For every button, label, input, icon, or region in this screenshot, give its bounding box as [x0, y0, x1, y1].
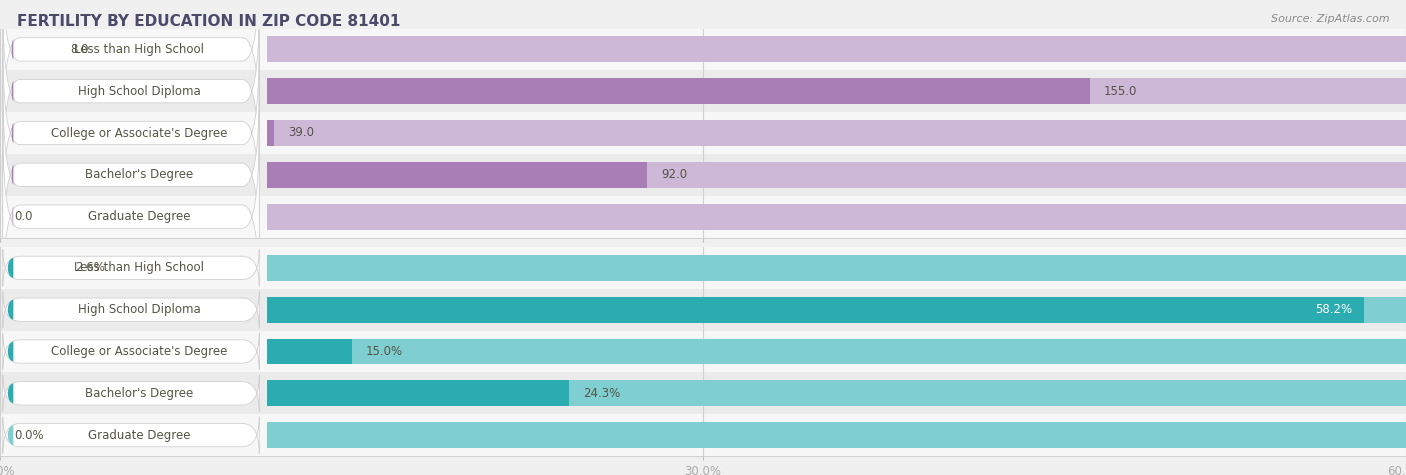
Text: Bachelor's Degree: Bachelor's Degree [84, 387, 193, 400]
Bar [267, 120, 1406, 146]
Text: 8.0: 8.0 [70, 43, 89, 56]
Text: High School Diploma: High School Diploma [77, 85, 200, 98]
FancyBboxPatch shape [3, 128, 259, 305]
Wedge shape [11, 123, 14, 143]
Bar [0, 70, 1406, 112]
Text: Graduate Degree: Graduate Degree [87, 428, 190, 442]
Wedge shape [11, 39, 14, 59]
Text: 0.0: 0.0 [14, 210, 32, 223]
Bar [0, 112, 1406, 154]
Bar [267, 162, 647, 188]
FancyBboxPatch shape [3, 291, 259, 328]
Wedge shape [8, 383, 14, 403]
Wedge shape [8, 425, 14, 445]
Bar [0, 247, 1406, 289]
Text: 155.0: 155.0 [1104, 85, 1137, 98]
Text: College or Associate's Degree: College or Associate's Degree [51, 126, 228, 140]
FancyBboxPatch shape [3, 375, 259, 412]
Text: Less than High School: Less than High School [75, 261, 204, 275]
Bar [267, 422, 1406, 448]
Bar [267, 339, 1406, 364]
Wedge shape [11, 81, 14, 101]
FancyBboxPatch shape [3, 2, 259, 180]
Text: Graduate Degree: Graduate Degree [87, 210, 190, 223]
Bar [267, 339, 352, 364]
Text: 15.0%: 15.0% [366, 345, 402, 358]
Text: Source: ZipAtlas.com: Source: ZipAtlas.com [1271, 14, 1389, 24]
FancyBboxPatch shape [3, 249, 259, 286]
Bar [0, 289, 1406, 331]
Bar [267, 380, 1406, 406]
Text: 39.0: 39.0 [288, 126, 314, 140]
Text: 58.2%: 58.2% [1316, 303, 1353, 316]
Text: College or Associate's Degree: College or Associate's Degree [51, 345, 228, 358]
Bar [267, 255, 1406, 281]
Bar [0, 28, 1406, 70]
Text: 0.0%: 0.0% [14, 428, 44, 442]
Bar [0, 196, 1406, 238]
Bar [267, 37, 1406, 62]
FancyBboxPatch shape [3, 44, 259, 222]
Text: FERTILITY BY EDUCATION IN ZIP CODE 81401: FERTILITY BY EDUCATION IN ZIP CODE 81401 [17, 14, 401, 29]
Text: 92.0: 92.0 [661, 168, 688, 181]
Wedge shape [11, 207, 14, 227]
Wedge shape [8, 300, 14, 320]
Bar [267, 380, 569, 406]
Bar [267, 297, 1364, 323]
FancyBboxPatch shape [3, 333, 259, 370]
Text: 24.3%: 24.3% [583, 387, 620, 400]
Bar [267, 78, 1090, 104]
Bar [0, 414, 1406, 456]
FancyBboxPatch shape [3, 417, 259, 454]
Bar [267, 297, 1406, 323]
Text: High School Diploma: High School Diploma [77, 303, 200, 316]
Wedge shape [11, 165, 14, 185]
FancyBboxPatch shape [3, 0, 259, 138]
Text: Bachelor's Degree: Bachelor's Degree [84, 168, 193, 181]
Bar [267, 204, 1406, 229]
Bar [0, 154, 1406, 196]
Wedge shape [8, 342, 14, 361]
Bar [267, 78, 1406, 104]
Bar [0, 372, 1406, 414]
Bar [0, 331, 1406, 372]
Wedge shape [8, 258, 14, 278]
Text: Less than High School: Less than High School [75, 43, 204, 56]
FancyBboxPatch shape [3, 86, 259, 264]
Bar [267, 162, 1406, 188]
Text: 2.6%: 2.6% [75, 261, 105, 275]
Bar [267, 120, 274, 146]
